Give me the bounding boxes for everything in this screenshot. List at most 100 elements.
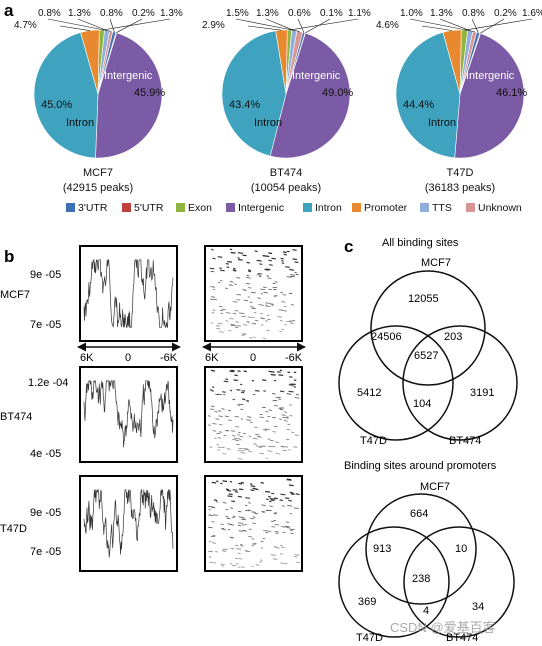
pie-title: MCF7 <box>83 167 113 179</box>
heatmap-mark <box>252 516 256 518</box>
heatmap-mark <box>243 448 249 450</box>
heatmap-box-bt474 <box>204 366 303 463</box>
leader-line <box>247 25 282 31</box>
heatmap-mark <box>232 489 238 491</box>
heatmap-mark <box>237 404 240 406</box>
heatmap-mark <box>210 535 216 538</box>
pie-subtitle: (10054 peaks) <box>251 182 321 194</box>
heatmap-mark <box>234 439 240 442</box>
leader-line <box>289 18 359 31</box>
heatmap-mark <box>212 257 216 260</box>
heatmap-mark <box>242 398 246 400</box>
venn-circle-bt474 <box>403 526 515 638</box>
heatmap-mark <box>265 304 268 306</box>
legend-swatch <box>352 203 361 212</box>
slice-value-5utr: 0.1% <box>320 8 343 19</box>
heatmap-mark <box>272 431 276 433</box>
legend-swatch <box>122 203 131 212</box>
heatmap-mark <box>292 258 297 261</box>
heatmap-mark <box>272 282 276 285</box>
heatmap-mark <box>215 418 220 420</box>
heatmap-mark <box>265 498 269 501</box>
heatmap-mark <box>240 545 244 547</box>
heatmap-mark <box>238 530 243 532</box>
heatmap-mark <box>285 438 290 441</box>
heatmap-mark <box>278 309 284 311</box>
heatmap-mark <box>286 393 292 395</box>
slice-value-3utr: 0.6% <box>288 8 311 19</box>
venn-region-t47d-only: 5412 <box>357 387 381 399</box>
legend-swatch <box>176 203 185 212</box>
heatmap-mark <box>230 251 236 254</box>
heatmap-mark <box>256 435 261 438</box>
heatmap-mark <box>238 258 243 261</box>
heatmap-mark <box>274 295 278 297</box>
heatmap-mark <box>244 448 250 451</box>
heatmap-mark <box>237 257 240 259</box>
heatmap-mark <box>241 312 245 315</box>
venn-region-mcf7-only: 12055 <box>408 293 439 305</box>
profile-box-bt474 <box>79 366 178 463</box>
heatmap-mark <box>267 318 271 321</box>
venn-set-label-right: BT474 <box>446 632 478 644</box>
heatmap-mark <box>282 531 286 534</box>
heatmap-mark <box>236 548 242 550</box>
heatmap-mark <box>265 457 269 459</box>
slice-value-promoter: 2.9% <box>202 20 225 31</box>
heatmap-mark <box>214 437 217 440</box>
heatmap-mark <box>241 334 245 337</box>
heatmap-mark <box>240 408 244 411</box>
heatmap-mark <box>267 495 271 498</box>
heatmap-mark <box>275 532 279 534</box>
heatmap-mark <box>211 506 216 509</box>
heatmap-mark <box>286 478 292 481</box>
heatmap-mark <box>225 320 229 322</box>
heatmap-mark <box>241 315 246 318</box>
heatmap-mark <box>295 493 300 496</box>
heatmap-mark <box>289 268 294 271</box>
heatmap-mark <box>273 405 278 407</box>
heatmap-mark <box>215 551 219 553</box>
heatmap-mark <box>260 293 264 295</box>
legend-label: TTS <box>432 202 452 214</box>
heatmap-mark <box>240 452 246 454</box>
heatmap-mark <box>289 320 294 322</box>
heatmap-mark <box>241 333 247 335</box>
heatmap-mark <box>260 324 264 326</box>
axis-tick-neg6k: -6K <box>160 352 178 364</box>
heatmap-mark <box>288 484 294 487</box>
heatmap-mark <box>268 445 273 448</box>
heatmap-mark <box>240 543 243 546</box>
heatmap-mark <box>210 298 215 301</box>
heatmap-mark <box>208 424 211 426</box>
slice-value-unknown: 1.0% <box>400 8 423 19</box>
profile-box-mcf7 <box>79 245 178 342</box>
heatmap-mark <box>283 420 288 422</box>
heatmap-mark <box>219 331 224 333</box>
heatmap-mark <box>218 415 223 417</box>
heatmap-mark <box>277 371 281 373</box>
heatmap-mark <box>272 558 278 560</box>
heatmap-mark <box>230 324 235 327</box>
heatmap-mark <box>287 423 291 425</box>
venn-set-label-right: BT474 <box>449 435 481 447</box>
heatmap-mark <box>289 376 293 378</box>
pie-slice-intergenic <box>454 33 525 159</box>
heatmap-mark <box>295 561 301 563</box>
heatmap-mark <box>210 408 214 410</box>
heatmap-mark <box>273 546 278 548</box>
heatmap-mark <box>252 316 255 319</box>
heatmap-mark <box>254 319 259 322</box>
heatmap-mark <box>259 416 264 418</box>
heatmap-mark <box>293 507 299 509</box>
heatmap-mark <box>286 416 289 418</box>
heatmap-mark <box>220 280 223 282</box>
legend-label: 3'UTR <box>78 202 108 214</box>
heatmap-mark <box>223 393 226 396</box>
heatmap-mark <box>253 312 257 314</box>
heatmap-mark <box>226 489 232 492</box>
heatmap-mark <box>261 504 266 506</box>
heatmap-mark <box>275 396 281 399</box>
y-tick-label: 9e -05 <box>30 269 61 281</box>
